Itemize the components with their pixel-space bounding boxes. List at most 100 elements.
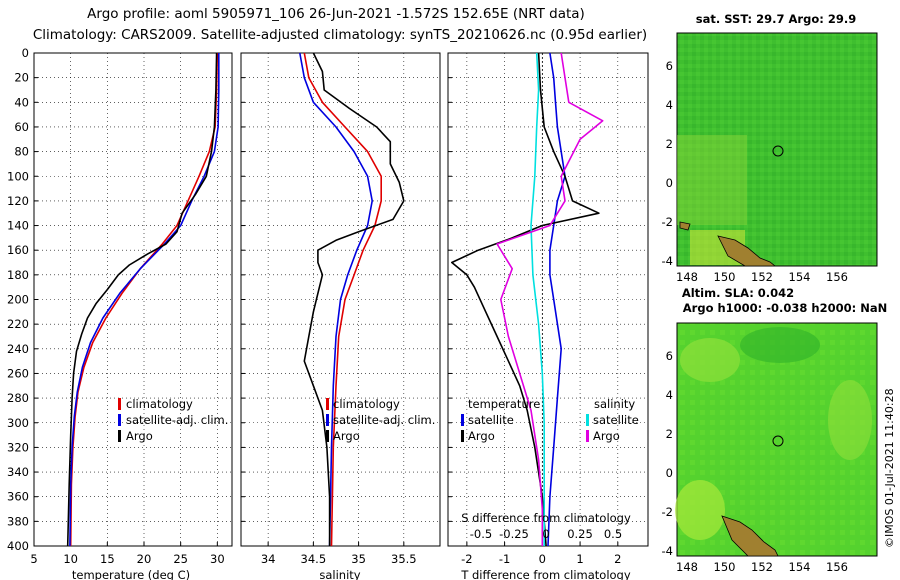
map-lat-tick-label: 6 [666, 349, 673, 363]
salinity-legend: climatology satellite-adj. clim. Argo [326, 397, 435, 443]
series-line-t-argo [450, 52, 600, 547]
depth-tick-label: 260 [7, 366, 29, 380]
sla-high-patch [675, 480, 725, 540]
map-lat-tick-label: -4 [662, 544, 673, 558]
sla-low-patch [740, 327, 820, 363]
map-lon-tick-label: 148 [676, 270, 698, 284]
map-lon-tick-label: 150 [714, 270, 736, 284]
legend-label-climatology: climatology [126, 397, 193, 411]
depth-tick-label: 200 [7, 293, 29, 307]
sst-warm-patch [677, 135, 747, 225]
map-lon-tick-label: 156 [826, 560, 848, 574]
depth-tick-label: 320 [7, 440, 29, 454]
depth-tick-labels: 0 20 40 60 80 100 120 140 160 180 200 220 240 260 280 3… [7, 46, 29, 553]
salinity-lines [299, 52, 405, 547]
sst-coastline [717, 235, 777, 267]
legend-title-salinity: salinity [594, 397, 635, 411]
series-line-argo [303, 52, 405, 546]
legend-label-climatology: climatology [333, 397, 400, 411]
depth-tick-label: 400 [7, 539, 29, 553]
map-lon-tick-label: 156 [826, 270, 848, 284]
sla-map: Altim. SLA: 0.042 Argo h1000: -0.038 h20… [662, 286, 888, 574]
temperature-panel: 0 20 40 60 80 100 120 140 160 180 200 220 240 260 280 3… [7, 46, 233, 580]
depth-tick-label: 340 [7, 465, 29, 479]
legend-swatch-argo [326, 430, 329, 442]
legend-swatch-argo [118, 430, 121, 442]
x-tick-label: 34.5 [301, 552, 327, 566]
depth-tick-label: 20 [14, 71, 29, 85]
legend-swatch-t-satellite [461, 414, 464, 426]
map-lat-tick-label: 6 [666, 59, 673, 73]
legend-swatch-satellite [326, 414, 329, 426]
legend-swatch-climatology [118, 398, 121, 410]
map-lat-tick-label: -2 [662, 215, 673, 229]
temperature-legend: climatology satellite-adj. clim. Argo [118, 397, 228, 443]
legend-label-satellite: satellite-adj. clim. [333, 413, 435, 427]
depth-tick-label: 160 [7, 243, 29, 257]
map-lon-tick-label: 152 [751, 560, 773, 574]
depth-tick-label: 360 [7, 490, 29, 504]
series-line-t-satellite [547, 52, 566, 547]
map-lat-tick-label: 0 [666, 466, 673, 480]
depth-tick-label: 100 [7, 169, 29, 183]
sla-map-title-2: Argo h1000: -0.038 h2000: NaN [683, 301, 887, 315]
difference-legend: temperature satellite Argo salinity sate… [461, 397, 639, 443]
sst-island [679, 221, 691, 231]
legend-label-t-satellite: satellite [468, 413, 514, 427]
legend-label-argo: Argo [333, 429, 360, 443]
legend-label-t-argo: Argo [468, 429, 495, 443]
legend-label-argo: Argo [126, 429, 153, 443]
sla-map-title-1: Altim. SLA: 0.042 [682, 286, 794, 300]
s-tick-label: -0.5 [470, 527, 492, 541]
depth-tick-label: 240 [7, 342, 29, 356]
salinity-panel: 34 34.5 35 35.5 salinity climatology satell… [240, 52, 441, 580]
series-line-satellite-adj-clim- [299, 52, 374, 547]
map-lat-tick-label: 0 [666, 176, 673, 190]
salinity-tick-labels: 34 34.5 35 35.5 [261, 552, 417, 566]
depth-tick-label: 300 [7, 416, 29, 430]
series-line-s-argo [496, 52, 604, 546]
depth-tick-label: 220 [7, 317, 29, 331]
map-lon-tick-label: 154 [789, 560, 811, 574]
depth-tick-label: 80 [14, 145, 29, 159]
sla-high-patch [680, 338, 740, 382]
x-tick-label: 34 [261, 552, 276, 566]
x-tick-label: 25 [173, 552, 188, 566]
series-line-s-satellite [530, 52, 546, 546]
x-tick-label: 1 [576, 552, 583, 566]
s-tick-label: 0.5 [604, 527, 622, 541]
temperature-grid [33, 53, 232, 546]
salinity-axis-label: salinity [319, 568, 360, 580]
temperature-tick-labels: 5 10 15 20 25 30 [30, 552, 224, 566]
series-line-argo [66, 52, 218, 547]
depth-tick-label: 180 [7, 268, 29, 282]
map-lon-tick-label: 154 [789, 270, 811, 284]
x-tick-label: 20 [137, 552, 152, 566]
title-line-1: Argo profile: aoml 5905971_106 26-Jun-20… [87, 6, 585, 22]
legend-label-satellite: satellite-adj. clim. [126, 413, 228, 427]
legend-title-temperature: temperature [468, 397, 540, 411]
sst-map-field [676, 32, 878, 267]
sst-map: sat. SST: 29.7 Argo: 29.9 148 150 152 154 15… [662, 12, 878, 284]
sst-map-title: sat. SST: 29.7 Argo: 29.9 [696, 12, 856, 26]
sla-argo-location-marker [772, 435, 784, 447]
title-line-2: Climatology: CARS2009. Satellite-adjuste… [33, 27, 647, 43]
x-tick-label: 15 [100, 552, 115, 566]
depth-tick-label: 60 [14, 120, 29, 134]
legend-swatch-climatology [326, 398, 329, 410]
x-tick-label: 2 [614, 552, 621, 566]
temperature-axis-label: temperature (deg C) [72, 568, 190, 580]
legend-swatch-s-satellite [586, 414, 589, 426]
salinity-grid [241, 53, 440, 546]
x-tick-label: -2 [461, 552, 472, 566]
depth-tick-label: 120 [7, 194, 29, 208]
depth-tick-label: 380 [7, 514, 29, 528]
map-lat-tick-label: 4 [666, 388, 673, 402]
s-tick-label: 0.25 [567, 527, 593, 541]
temperature-lines [66, 52, 220, 547]
copyright-stamp: ©IMOS 01-Jul-2021 11:40:28 [883, 388, 896, 548]
sla-coastline [721, 515, 779, 557]
map-lat-tick-label: 2 [666, 137, 673, 151]
legend-swatch-satellite [118, 414, 121, 426]
